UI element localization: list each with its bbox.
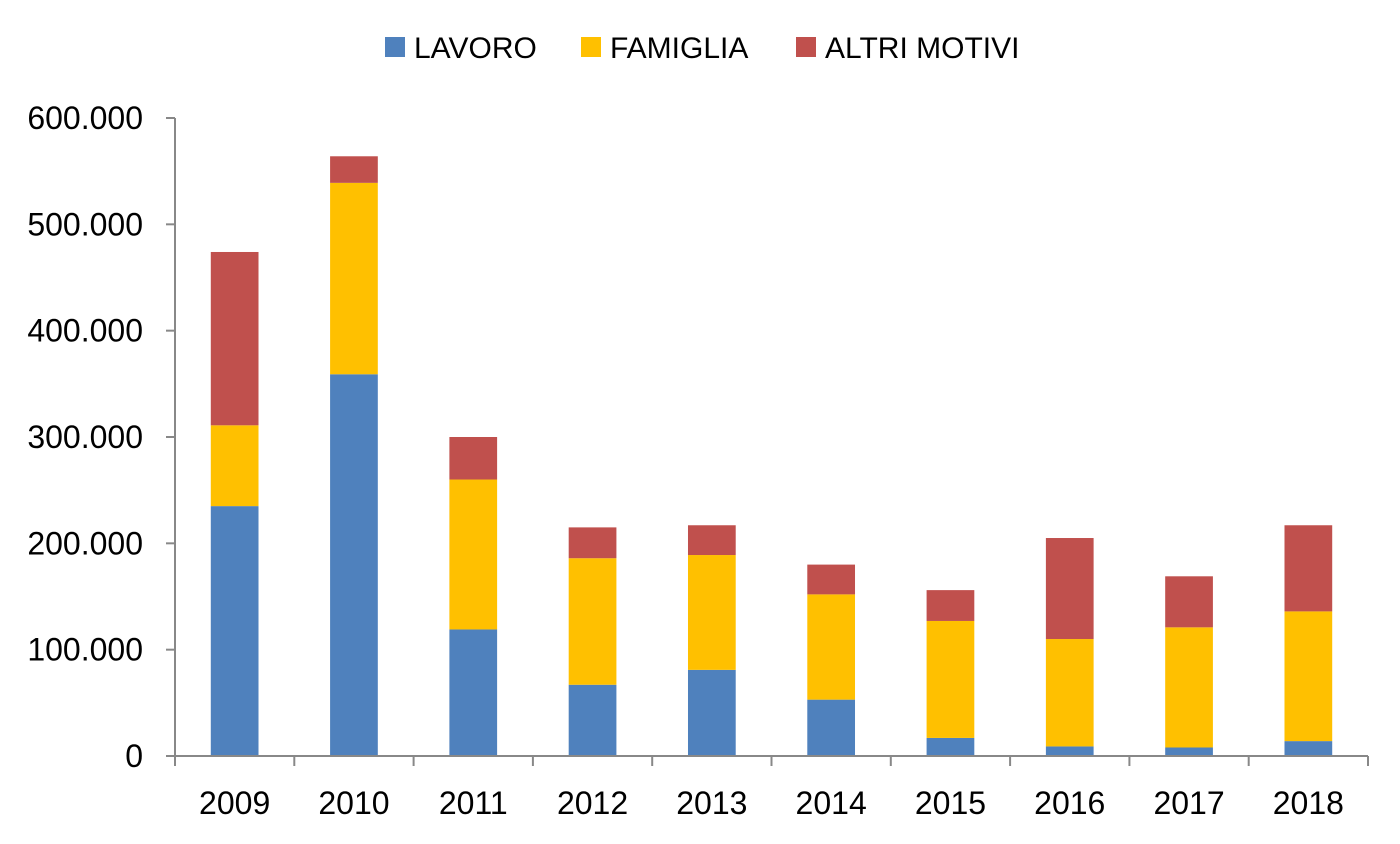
x-axis: 2009 2010 2011 2012 2013 2014 2015 2016 2017 2018 <box>174 755 1369 821</box>
bar-famiglia-2018 <box>1284 611 1333 742</box>
x-tick-label: 2012 <box>557 785 628 821</box>
bar-lavoro-2010 <box>330 374 378 756</box>
bar-altri-motivi-2011 <box>449 437 498 480</box>
bar-famiglia-2011 <box>449 479 498 630</box>
y-tick-label: 600.000 <box>27 100 143 136</box>
bar-famiglia-2012 <box>568 558 617 685</box>
x-tick-label: 2018 <box>1273 785 1344 821</box>
bar-altri-motivi-2014 <box>807 564 856 595</box>
bar-famiglia-2010 <box>330 182 378 375</box>
legend-swatch-lavoro <box>385 37 405 57</box>
x-tick-label: 2011 <box>439 785 508 821</box>
legend-swatch-famiglia <box>581 37 601 57</box>
x-tick-label: 2017 <box>1153 785 1224 821</box>
x-tick-label: 2016 <box>1034 785 1105 821</box>
y-tick-label: 0 <box>125 738 143 774</box>
bar-lavoro-2016 <box>1045 746 1094 756</box>
bar-altri-motivi-2009 <box>210 251 259 426</box>
bar-altri-motivi-2015 <box>926 590 975 621</box>
legend: LAVORO FAMIGLIA ALTRI MOTIVI <box>385 32 1019 65</box>
bar-famiglia-2009 <box>210 425 259 507</box>
bars <box>210 156 1333 756</box>
bar-lavoro-2018 <box>1284 741 1333 756</box>
bar-lavoro-2012 <box>568 684 617 756</box>
legend-label: ALTRI MOTIVI <box>825 32 1019 65</box>
y-tick-label: 200.000 <box>27 525 143 561</box>
legend-label: FAMIGLIA <box>610 32 748 65</box>
bar-altri-motivi-2018 <box>1284 525 1333 612</box>
bar-famiglia-2017 <box>1165 627 1213 748</box>
x-tick-label: 2013 <box>676 785 747 821</box>
y-tick-label: 500.000 <box>27 206 143 242</box>
bar-lavoro-2013 <box>687 669 736 756</box>
x-tick-label: 2009 <box>199 785 270 821</box>
bar-famiglia-2013 <box>687 555 736 670</box>
bar-lavoro-2011 <box>449 629 498 756</box>
bar-famiglia-2016 <box>1045 639 1094 747</box>
y-axis: 0 100.000 200.000 300.000 400.000 500.000 600.… <box>27 100 176 774</box>
bar-lavoro-2009 <box>210 506 259 756</box>
bar-altri-motivi-2016 <box>1045 538 1094 640</box>
legend-label: LAVORO <box>414 32 537 65</box>
bar-famiglia-2015 <box>926 620 975 738</box>
bar-famiglia-2014 <box>807 594 856 700</box>
bar-lavoro-2017 <box>1165 747 1213 756</box>
bar-lavoro-2014 <box>807 699 856 756</box>
bar-altri-motivi-2013 <box>687 525 736 556</box>
bar-altri-motivi-2017 <box>1165 576 1213 628</box>
bar-altri-motivi-2010 <box>330 156 378 183</box>
y-tick-label: 400.000 <box>27 313 143 349</box>
bar-lavoro-2015 <box>926 737 975 756</box>
y-tick-label: 300.000 <box>27 419 143 455</box>
x-tick-label: 2014 <box>796 785 867 821</box>
bar-altri-motivi-2012 <box>568 527 617 559</box>
x-tick-label: 2010 <box>318 785 389 821</box>
y-tick-label: 100.000 <box>27 632 143 668</box>
legend-swatch-altri-motivi <box>796 37 816 57</box>
x-tick-label: 2015 <box>915 785 986 821</box>
